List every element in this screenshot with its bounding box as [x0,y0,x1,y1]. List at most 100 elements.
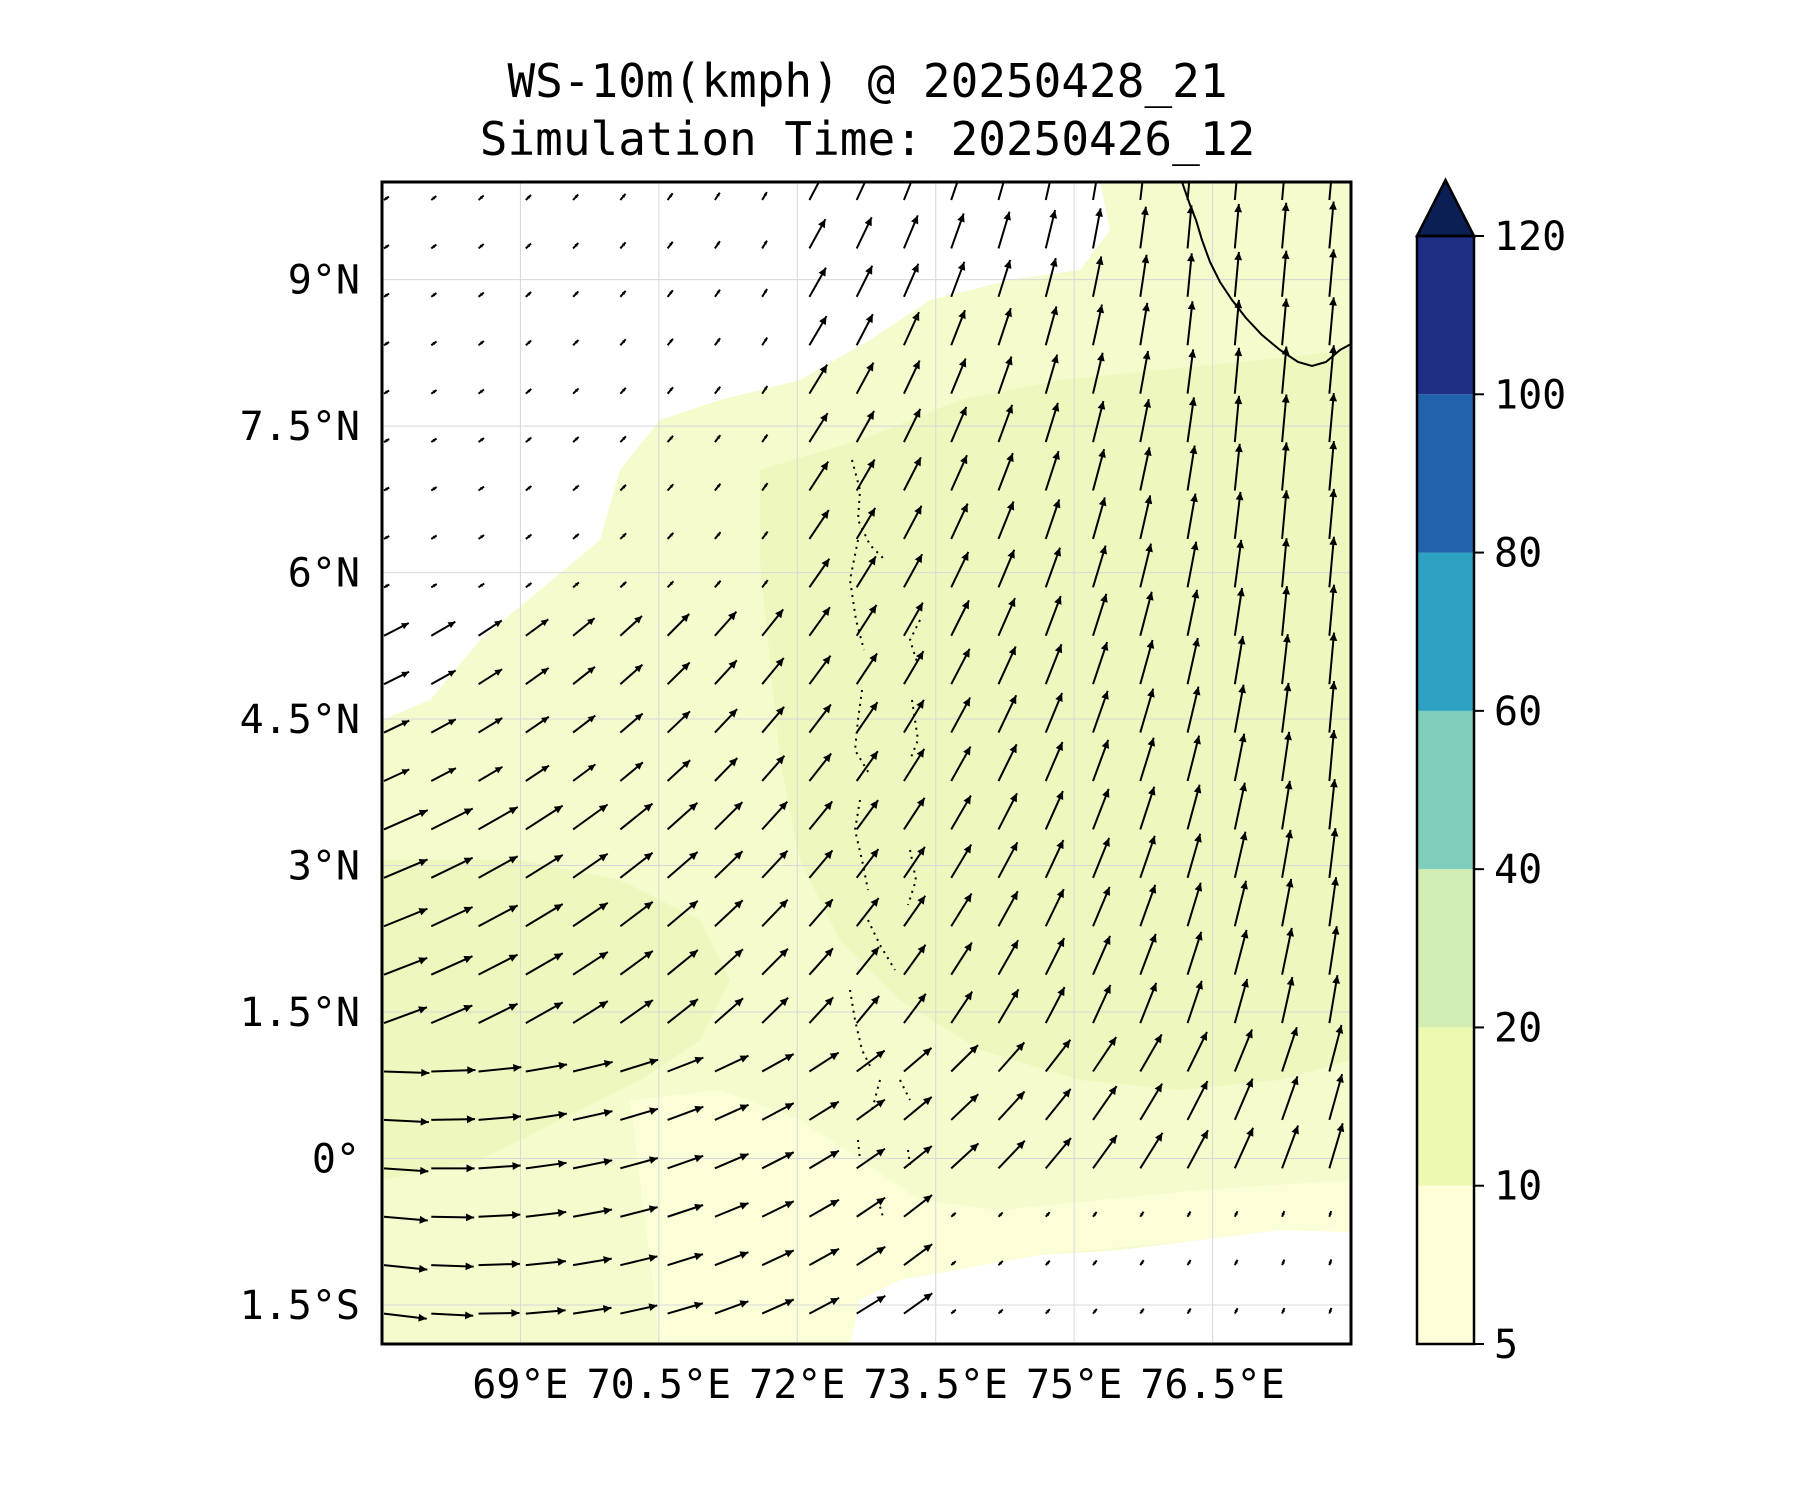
wind-arrow [620,1107,659,1121]
wind-arrow [525,764,550,782]
wind-arrow [525,1209,567,1218]
wind-arrow [1328,632,1338,685]
wind-arrow [619,387,627,395]
wind-arrow [478,765,503,782]
wind-arrow [950,1044,979,1073]
wind-arrow [761,191,768,201]
wind-arrow [525,1258,567,1267]
wind-arrow [525,1160,567,1170]
wind-arrow [620,1156,659,1170]
wind-arrow [1092,593,1108,637]
wind-arrow [1233,539,1245,588]
wind-arrow [1233,733,1247,782]
wind-arrow [666,435,674,443]
wind-arrow [619,484,627,492]
wind-arrow [1139,543,1153,588]
wind-arrow [1044,643,1063,685]
wind-arrow [855,897,880,927]
wind-arrow [808,412,829,443]
wind-arrow [855,652,878,685]
wind-arrow [997,356,1013,394]
wind-arrow [478,1002,518,1024]
wind-arrow [666,949,699,976]
wind-arrow [619,241,627,250]
wind-arrow [950,358,967,395]
wind-arrow [1139,350,1151,394]
wind-arrow [856,1049,886,1073]
wind-arrow [808,509,830,540]
wind-arrow [1092,1085,1118,1121]
wind-arrow [1281,298,1290,346]
wind-arrow [903,1194,933,1218]
wind-arrow [761,1102,795,1121]
wind-arrow [761,240,768,249]
wind-arrow [1044,402,1060,443]
wind-arrow [1186,589,1200,636]
wind-arrow [808,1051,840,1073]
wind-arrow [761,1200,795,1218]
wind-arrow [1328,345,1337,394]
wind-arrow [430,718,457,734]
wind-arrow [383,1006,428,1025]
lon-tick-label: 76.5°E [1140,1362,1285,1408]
wind-arrow [997,182,1005,201]
wind-arrow [572,1060,613,1073]
wind-arrow [997,1308,1004,1315]
wind-arrow [761,755,786,782]
wind-arrow [1044,839,1065,879]
wind-arrow [477,582,485,589]
wind-arrow [950,648,971,685]
wind-arrow [525,485,533,492]
wind-arrow [1281,202,1290,249]
wind-arrow [761,1053,795,1073]
wind-arrow [761,433,769,443]
wind-arrow [997,404,1014,443]
wind-arrow [714,483,722,492]
wind-arrow [808,364,828,395]
wind-arrow [1281,976,1295,1024]
wind-arrow [1233,929,1249,975]
wind-arrow [383,957,428,976]
colorbar-segment [1417,869,1474,1028]
wind-arrow [477,243,485,250]
wind-arrow [1139,206,1149,249]
wind-arrow [1328,440,1338,491]
map-title-line-2: Simulation Time: 20250426_12 [479,112,1256,166]
wind-arrow [997,890,1019,927]
wind-arrow [383,1264,428,1273]
wind-arrow [1092,448,1106,491]
wind-arrow [903,1292,933,1315]
wind-arrow [1233,182,1238,201]
wind-arrow [950,309,966,346]
colorbar-tick-label: 10 [1494,1164,1542,1210]
wind-arrow [808,800,834,831]
wind-arrow [1139,835,1156,879]
wind-arrow [1281,1125,1299,1169]
colorbar-frame [1415,234,1476,1346]
wind-arrow [478,1309,520,1318]
wind-arrow [572,714,596,734]
colorbar-tick-label: 20 [1494,1005,1542,1051]
wind-arrow [950,990,974,1024]
wind-arrow [1044,306,1059,346]
wind-arrow [1186,253,1195,297]
wind-arrow [1281,1210,1286,1218]
wind-arrow [903,650,925,685]
wind-arrow [855,701,879,734]
wind-arrow [666,289,674,298]
wind-arrow [1186,637,1200,685]
wind-arrow [572,193,579,201]
wind-arrow [572,339,580,346]
colorbar-segment [1417,394,1474,553]
wind-arrow [1328,975,1340,1024]
lat-tick-label: 1.5°N [240,990,360,1036]
wind-arrow [1281,927,1294,975]
wind-arrow [997,743,1018,782]
stronger-band-west [382,860,730,1180]
wind-arrow [1044,1211,1051,1218]
wind-arrow [1186,1129,1209,1169]
colorbar-segment [1417,236,1474,395]
wind-arrow [525,1061,568,1073]
wind-arrow [1281,394,1290,443]
wind-arrow [1092,984,1112,1024]
